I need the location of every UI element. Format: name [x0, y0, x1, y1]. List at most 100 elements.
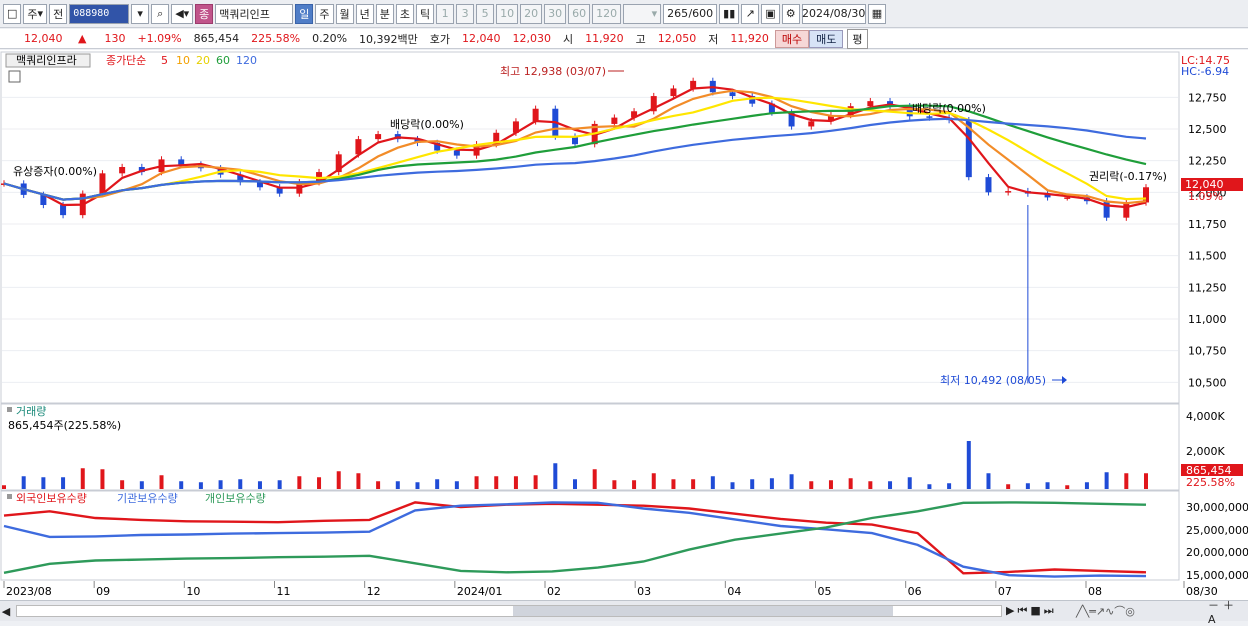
count-total: /600: [688, 7, 714, 20]
draw-icon[interactable]: ↗: [741, 3, 760, 24]
scroll-left-icon[interactable]: ◀: [1, 604, 11, 618]
volume-bar: [21, 476, 26, 489]
period-tick[interactable]: 틱: [416, 3, 435, 24]
candle-body: [867, 101, 874, 107]
candle-body: [276, 187, 283, 194]
x-tick-label: 2024/01: [457, 585, 503, 598]
interval-120[interactable]: 120: [592, 3, 622, 24]
date-input[interactable]: 2024/08/30: [801, 3, 866, 24]
period-month[interactable]: 월: [335, 3, 354, 24]
candle-body: [1064, 197, 1071, 199]
amount: 10,392백만: [359, 32, 418, 46]
interval-3[interactable]: 3: [456, 3, 475, 24]
legend-simple: 단순: [126, 54, 146, 67]
legend-ma5: 5: [161, 54, 168, 67]
volume-bar: [947, 483, 952, 489]
search-icon[interactable]: ⌕: [151, 3, 170, 24]
count-input[interactable]: 265/600: [663, 3, 718, 24]
stock-code-input[interactable]: 088980: [69, 3, 130, 24]
volume-bar: [1006, 484, 1011, 489]
week-select[interactable]: 주 ▾: [23, 3, 48, 24]
price-y-tick: 11,500: [1188, 250, 1227, 263]
volume-bar: [612, 480, 617, 489]
eval-button[interactable]: 평: [847, 28, 868, 49]
zoom-controls[interactable]: －＋A: [1208, 598, 1238, 626]
price-y-tick: 12,500: [1188, 123, 1227, 136]
save-icon[interactable]: ▣: [761, 3, 780, 24]
annotation-ex-rights: 권리락(-0.17%): [1089, 170, 1167, 183]
toolbar: □ 주 ▾ 전 088980 ▾ ⌕ ◀▾ 종 맥쿼리인프 일 주 월 년 분 초…: [0, 0, 1248, 28]
candle-body: [572, 136, 578, 145]
window-icon[interactable]: □: [3, 3, 22, 24]
gear-icon[interactable]: ⚙: [781, 3, 800, 24]
playback-controls[interactable]: ▶⏮■⏭: [1006, 604, 1057, 617]
volume-bar: [710, 476, 715, 489]
ask: 12,040: [462, 32, 501, 45]
candle-body: [256, 182, 263, 188]
scroll-track[interactable]: [16, 605, 1002, 617]
interval-1[interactable]: 1: [436, 3, 455, 24]
holding-lines: [3, 501, 1147, 578]
interval-60[interactable]: 60: [568, 3, 591, 24]
period-week[interactable]: 주: [315, 3, 334, 24]
period-minute[interactable]: 분: [375, 3, 394, 24]
candle-body: [906, 106, 913, 117]
count-value: 265: [667, 7, 689, 20]
volume-bar: [750, 479, 755, 489]
annotation-ex-dividend-1: 배당락(0.00%): [390, 118, 464, 131]
candle-body: [237, 174, 244, 183]
volume-bar: [61, 477, 66, 489]
interval-select[interactable]: ▾: [623, 3, 662, 24]
volume-bar: [691, 479, 696, 489]
period-second[interactable]: 초: [395, 3, 415, 24]
price-y-tick: 12,250: [1188, 155, 1227, 168]
volume-bar: [120, 480, 125, 489]
scroll-thumb[interactable]: [513, 606, 893, 616]
calendar-icon[interactable]: ▦: [867, 3, 887, 24]
candle-icon[interactable]: ▮▮: [719, 3, 740, 24]
buy-button[interactable]: 매수: [774, 29, 810, 48]
volume-bar: [730, 482, 735, 489]
interval-10[interactable]: 10: [496, 3, 519, 24]
candle-body: [335, 154, 342, 173]
week-label: 주: [27, 7, 38, 21]
volume-bar: [1144, 473, 1148, 489]
period-year[interactable]: 년: [355, 3, 374, 24]
candle-body: [453, 150, 460, 156]
volume-bar: [1124, 473, 1129, 489]
drawing-tools[interactable]: ╱╲═↗∿⌒◎: [1076, 605, 1135, 618]
interval-20[interactable]: 20: [520, 3, 543, 24]
volume-bar: [573, 479, 577, 489]
change: 130: [104, 32, 126, 45]
interval-30[interactable]: 30: [544, 3, 567, 24]
period-day[interactable]: 일: [295, 3, 314, 24]
prev-button[interactable]: 전: [49, 3, 68, 24]
quote-bar: 12,040 ▲ 130 +1.09% 865,454 225.58% 0.20…: [0, 28, 1248, 49]
grid-icon[interactable]: [8, 70, 21, 83]
ma-lines: [3, 86, 1147, 209]
scrollbar[interactable]: ◀ ▶⏮■⏭ ╱╲═↗∿⌒◎ －＋A: [0, 599, 1248, 626]
speaker-icon[interactable]: ◀▾: [171, 3, 194, 24]
holding-line: [3, 501, 1147, 578]
candle-body: [178, 159, 185, 165]
interval-5[interactable]: 5: [476, 3, 495, 24]
volume-bar: [317, 477, 322, 489]
volume-bar: [1065, 485, 1070, 489]
volume-bar: [336, 471, 341, 489]
volume-bar: [769, 478, 774, 489]
candle-body: [60, 205, 67, 216]
x-tick-label: 12: [367, 585, 381, 598]
candle-body: [1123, 202, 1130, 218]
volume-bar: [376, 481, 381, 489]
price-y-tick: 10,750: [1188, 345, 1227, 358]
sell-button[interactable]: 매도: [809, 29, 844, 48]
dropdown-icon[interactable]: ▾: [131, 3, 150, 24]
candle-body: [827, 115, 834, 122]
volume-bar: [789, 474, 794, 489]
x-tick-label: 06: [908, 585, 922, 598]
x-tick-label: 07: [998, 585, 1012, 598]
volume-bar: [868, 481, 873, 489]
candle-body: [40, 194, 47, 205]
candle-body: [749, 96, 756, 104]
candle-body: [631, 111, 638, 118]
